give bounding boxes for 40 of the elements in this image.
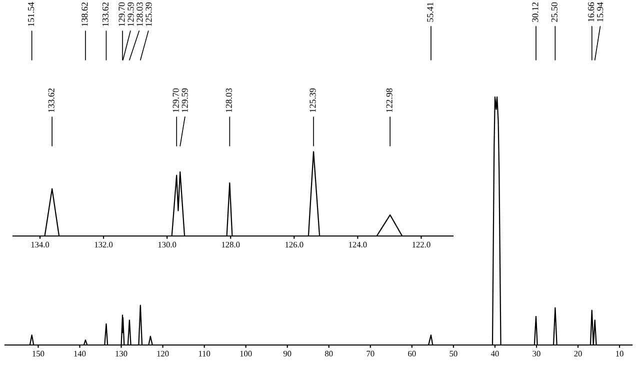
annotation: 25.50 [551, 2, 558, 22]
x-tick-label: 130 [116, 350, 128, 356]
x-tick-label: 126.0 [286, 242, 304, 248]
annotation: 129.59 [128, 2, 134, 26]
x-tick-label: 132.0 [94, 242, 113, 248]
annotation: 125.39 [310, 88, 316, 112]
annotation: 122.98 [386, 88, 392, 112]
annotation: 129.59 [182, 88, 188, 112]
annotation: 129.70 [118, 2, 125, 26]
annotation: 133.62 [102, 2, 109, 26]
x-tick-label: 110 [198, 350, 210, 356]
x-tick-label: 40 [490, 350, 499, 356]
x-tick-label: 122.0 [412, 242, 430, 248]
x-tick-label: 20 [574, 350, 582, 356]
annotation: 125.39 [146, 2, 152, 26]
annotation: 30.12 [532, 2, 538, 22]
x-tick-label: 150 [32, 350, 44, 356]
x-tick-label: 100 [240, 350, 252, 356]
x-tick-label: 120 [157, 350, 169, 356]
x-tick-label: 90 [283, 350, 292, 356]
x-tick-label: 70 [366, 350, 374, 356]
annotation: 128.03 [226, 88, 232, 112]
x-tick-label: 80 [325, 350, 333, 356]
annotation: 151.54 [28, 2, 34, 26]
x-tick-label: 124.0 [349, 242, 367, 248]
annotation: 129.70 [172, 88, 179, 112]
x-tick-label: 30 [532, 350, 540, 356]
x-tick-label: 140 [74, 350, 86, 356]
annotation: 15.94 [597, 2, 604, 22]
x-tick-label: 134.0 [31, 242, 50, 248]
annotation: 55.41 [427, 2, 434, 22]
annotation: 16.66 [588, 2, 594, 22]
x-tick-label: 130.0 [158, 242, 176, 248]
x-tick-label: 50 [450, 350, 458, 356]
x-tick-label: 60 [408, 350, 416, 356]
x-tick-label: 128.0 [222, 242, 240, 248]
annotation: 133.62 [48, 88, 54, 112]
annotation: 138.62 [82, 2, 88, 26]
annotation: 128.03 [136, 2, 143, 26]
x-tick-label: 10 [616, 350, 624, 356]
